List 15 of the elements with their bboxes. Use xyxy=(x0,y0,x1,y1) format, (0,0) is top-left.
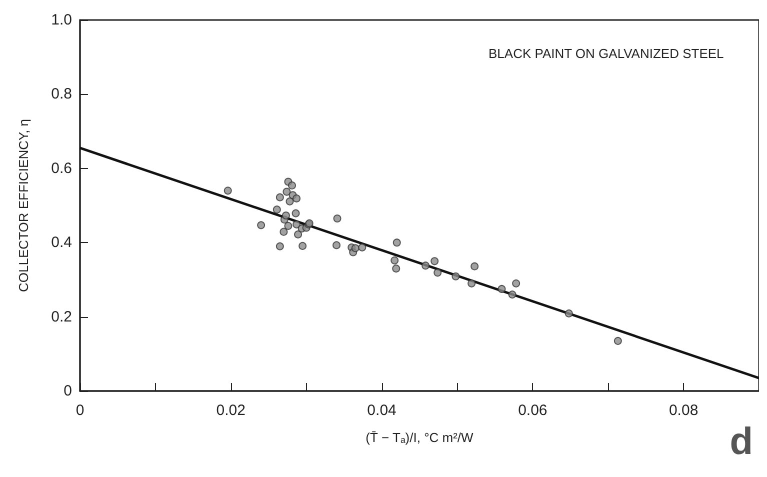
y-tick-label: 0.6 xyxy=(51,160,72,177)
y-tick-label: 1.0 xyxy=(51,12,72,28)
y-tick-label: 0.2 xyxy=(51,308,72,326)
text: BLACK PAINT ON GALVANIZED STEEL xyxy=(488,46,724,61)
x-tick-label: 0.06 xyxy=(518,402,548,419)
x-tick-label: 0 xyxy=(76,402,84,419)
y-tick-label: 0.8 xyxy=(51,86,72,103)
x-axis-title: (T̄ − Tₐ)/I, °C m²/W xyxy=(366,430,474,445)
y-tick-label: 0.4 xyxy=(51,234,72,252)
y-tick-label: 0 xyxy=(64,382,72,400)
x-tick-label: 0.04 xyxy=(367,402,396,419)
y-axis-title: COLLECTOR EFFICIENCY, η xyxy=(16,119,31,292)
x-tick-label: 0.08 xyxy=(668,402,698,419)
x-tick-label: 0.02 xyxy=(216,402,246,419)
text: d xyxy=(730,421,754,463)
